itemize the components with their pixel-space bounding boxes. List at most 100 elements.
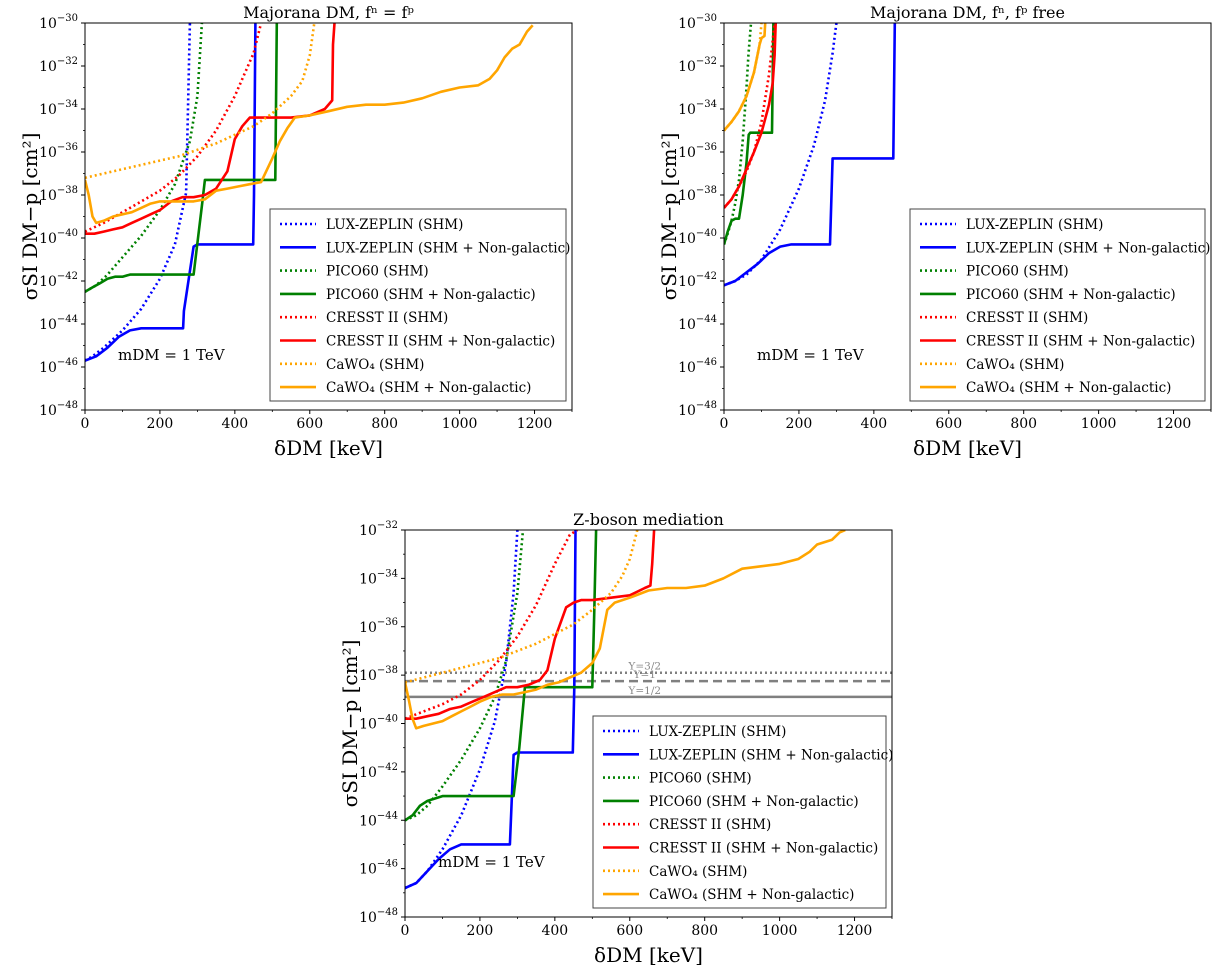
y-tick-exponent: −46 (696, 357, 717, 368)
y-tick-exponent: −34 (57, 99, 78, 110)
legend-box (909, 208, 1206, 402)
legend-label: CaWO₄ (SHM) (966, 357, 1064, 373)
y-tick-base: 10 (678, 274, 696, 290)
series-line-2 (85, 23, 257, 362)
legend-label: CRESST II (SHM + Non-galactic) (649, 841, 878, 857)
series-line-4 (85, 23, 279, 293)
y-tick-exponent: −30 (696, 13, 717, 24)
x-tick-label: 800 (371, 416, 398, 432)
y-tick-base: 10 (39, 317, 57, 333)
y-tick-exponent: −40 (377, 714, 398, 725)
y-tick-base: 10 (678, 145, 696, 161)
legend-label: CaWO₄ (SHM) (649, 864, 747, 880)
x-tick-label: 400 (860, 416, 887, 432)
y-tick-exponent: −34 (696, 99, 717, 110)
y-tick-label: 10−36 (678, 142, 717, 161)
y-tick-exponent: −32 (377, 520, 398, 531)
y-tick-base: 10 (39, 360, 57, 376)
y-tick-label: 10−30 (39, 13, 78, 32)
legend-label: LUX-ZEPLIN (SHM) (326, 217, 463, 233)
x-tick-label: 1200 (837, 923, 873, 939)
x-tick-label: 0 (81, 416, 90, 432)
legend-label: CaWO₄ (SHM + Non-galactic) (649, 887, 854, 903)
chart-panel-1: 0 200 400 600 800 1000 120010−4810−4610−4410−4… (18, 3, 573, 460)
y-tick-base: 10 (359, 717, 377, 733)
series-line-7 (85, 23, 316, 180)
legend-label: PICO60 (SHM) (966, 264, 1069, 280)
y-tick-label: 10−38 (359, 665, 398, 684)
y-tick-base: 10 (39, 59, 57, 75)
x-axis-title: δDM [keV] (274, 436, 383, 460)
y-tick-label: 10−46 (678, 357, 717, 376)
y-tick-exponent: −42 (57, 271, 78, 282)
x-tick-label: 600 (296, 416, 323, 432)
legend-label: CaWO₄ (SHM) (326, 357, 424, 373)
series-group (85, 23, 534, 362)
legend-label: CRESST II (SHM + Non-galactic) (966, 334, 1195, 350)
y-tick-base: 10 (359, 765, 377, 781)
x-tick-label: 400 (541, 923, 568, 939)
x-tick-label: 1200 (517, 416, 553, 432)
legend: LUX-ZEPLIN (SHM) LUX-ZEPLIN (SHM + Non-ga… (909, 208, 1210, 402)
y-tick-label: 10−32 (39, 56, 78, 75)
legend-label: CaWO₄ (SHM + Non-galactic) (966, 380, 1171, 396)
series-line-1 (405, 530, 519, 890)
panel-title: Majorana DM, fⁿ, fᵖ free (870, 3, 1065, 22)
y-tick-exponent: −46 (57, 357, 78, 368)
series-line-6 (85, 23, 336, 235)
y-tick-label: 10−42 (359, 762, 398, 781)
y-axis-title: σSI DM−p [cm²] (657, 133, 681, 301)
hline-label-1: Y=3/2 (627, 661, 661, 673)
y-tick-exponent: −38 (377, 665, 398, 676)
y-tick-exponent: −44 (57, 314, 78, 325)
y-tick-exponent: −46 (377, 859, 398, 870)
y-axis-title: σSI DM−p [cm²] (338, 640, 362, 808)
hline-label-3: Y=1/2 (627, 685, 661, 697)
series-line-6 (724, 23, 777, 209)
legend-label: CRESST II (SHM) (966, 310, 1088, 326)
x-axis-title: δDM [keV] (594, 943, 703, 967)
y-tick-exponent: −36 (696, 142, 717, 153)
y-tick-exponent: −36 (57, 142, 78, 153)
legend: LUX-ZEPLIN (SHM) LUX-ZEPLIN (SHM + Non-ga… (269, 208, 570, 402)
legend-label: LUX-ZEPLIN (SHM) (649, 724, 786, 740)
legend-label: LUX-ZEPLIN (SHM + Non-galactic) (326, 240, 570, 256)
y-tick-label: 10−34 (39, 99, 78, 118)
y-tick-label: 10−46 (359, 859, 398, 878)
y-tick-base: 10 (359, 813, 377, 829)
y-tick-label: 10−40 (359, 714, 398, 733)
y-tick-exponent: −48 (57, 400, 78, 411)
series-group (724, 23, 897, 287)
y-tick-base: 10 (678, 360, 696, 376)
x-tick-label: 600 (616, 923, 643, 939)
y-tick-label: 10−44 (39, 314, 78, 333)
series-line-2 (405, 530, 577, 890)
y-tick-label: 10−48 (39, 400, 78, 419)
series-line-4 (724, 23, 775, 245)
y-tick-label: 10−42 (678, 271, 717, 290)
series-group (405, 530, 846, 890)
y-tick-exponent: −32 (696, 56, 717, 67)
y-tick-base: 10 (678, 59, 696, 75)
y-tick-base: 10 (359, 571, 377, 587)
mass-annotation: mDM = 1 TeV (757, 346, 865, 364)
series-line-8 (724, 23, 767, 132)
y-tick-base: 10 (678, 188, 696, 204)
series-line-3 (405, 530, 525, 822)
legend-label: PICO60 (SHM + Non-galactic) (649, 794, 859, 810)
panel-title: Majorana DM, fⁿ = fᵖ (243, 3, 414, 22)
y-tick-base: 10 (678, 403, 696, 419)
hline-label-2: Y=1 (633, 669, 656, 681)
y-tick-exponent: −42 (377, 762, 398, 773)
legend-label: CaWO₄ (SHM + Non-galactic) (326, 380, 531, 396)
y-tick-label: 10−48 (359, 907, 398, 926)
y-tick-label: 10−42 (39, 271, 78, 290)
y-tick-exponent: −44 (377, 810, 398, 821)
y-tick-label: 10−34 (359, 568, 398, 587)
y-tick-label: 10−48 (678, 400, 717, 419)
x-tick-label: 800 (691, 923, 718, 939)
chart-panel-2: 0 200 400 600 800 1000 120010−4810−4610−4410−4… (657, 3, 1212, 460)
y-tick-label: 10−38 (678, 185, 717, 204)
x-tick-label: 0 (720, 416, 729, 432)
